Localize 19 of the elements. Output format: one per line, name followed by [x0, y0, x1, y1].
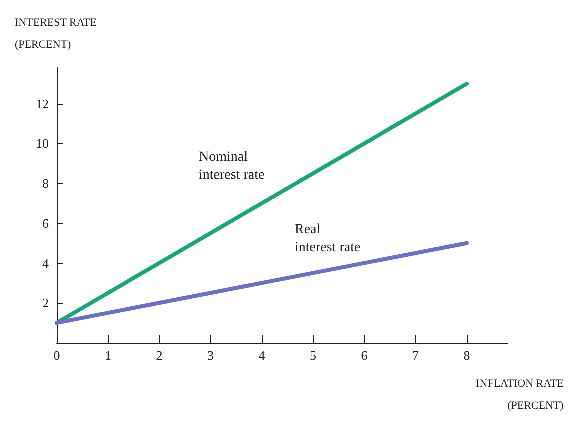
x-tick-label: 8	[464, 348, 470, 363]
x-tick-label: 1	[105, 348, 112, 363]
x-tick-label: 0	[54, 348, 60, 363]
x-axis-title: INFLATION RATE (PERCENT)	[476, 378, 564, 412]
y-tick-label: 8	[42, 176, 49, 192]
series-label: Real interest rate	[294, 222, 361, 256]
series-label: Nominal interest rate	[198, 150, 265, 184]
y-tick-label: 10	[36, 136, 49, 152]
x-tick-label: 7	[412, 348, 420, 363]
x-tick-label: 4	[258, 348, 266, 363]
x-tick-label: 6	[361, 348, 368, 363]
y-tick-label: 6	[42, 216, 50, 231]
y-axis-title: INTEREST RATE (PERCENT)	[15, 17, 98, 51]
x-tick-label: 3	[207, 348, 214, 363]
y-tick-label: 4	[42, 256, 50, 271]
y-tick-label: 2	[42, 296, 49, 311]
x-tick-label: 5	[310, 348, 316, 363]
y-tick-label: 12	[36, 96, 49, 112]
x-tick-label: 2	[156, 348, 163, 363]
